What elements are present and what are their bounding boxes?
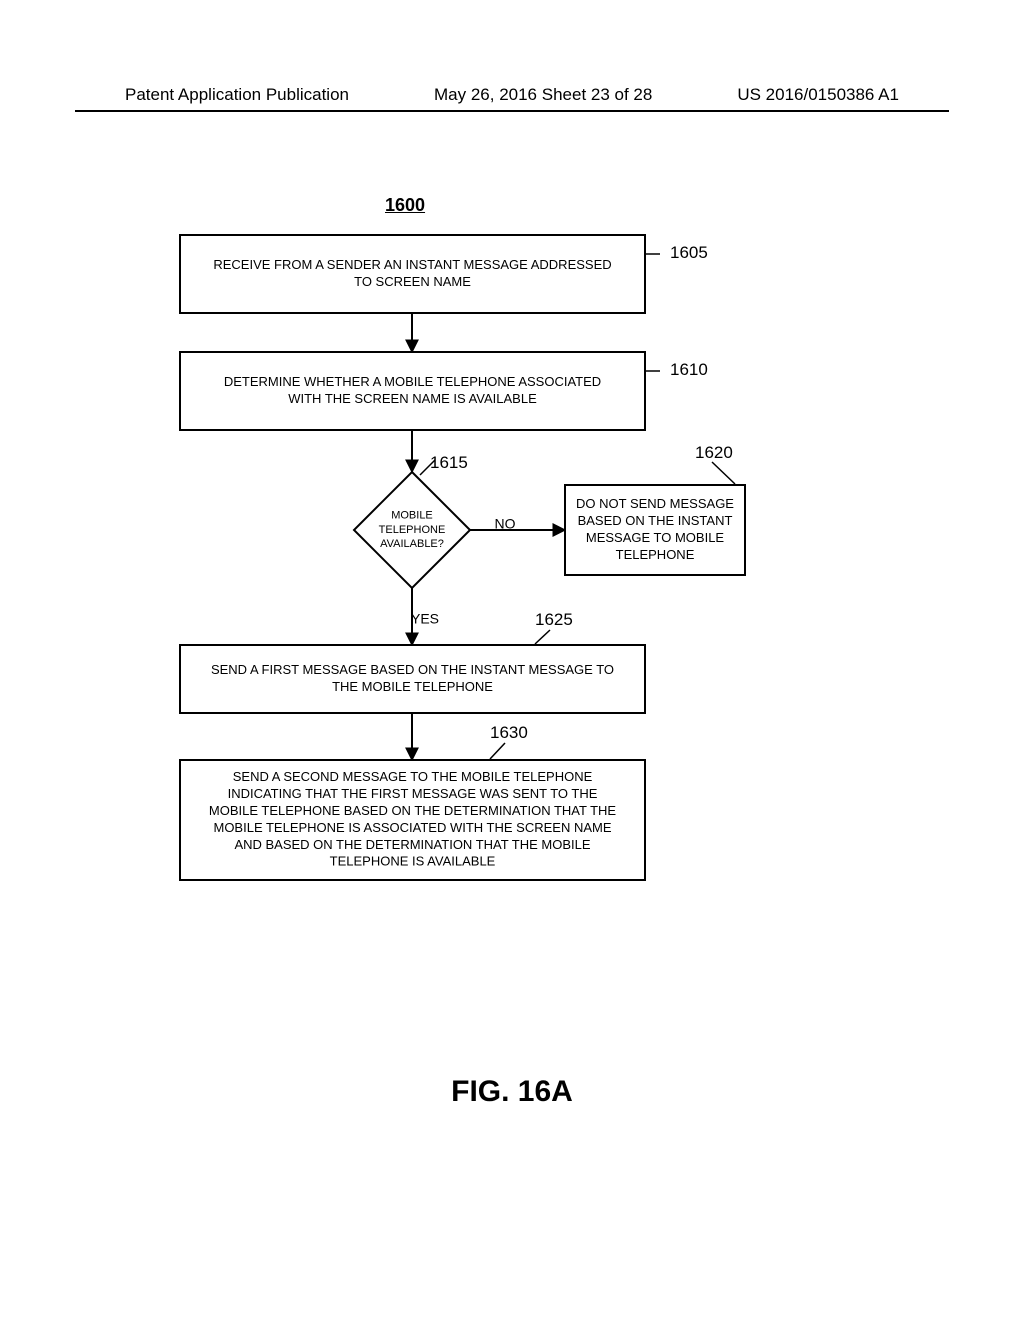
svg-text:1615: 1615 bbox=[430, 453, 468, 472]
svg-text:1625: 1625 bbox=[535, 610, 573, 629]
svg-text:SEND A FIRST MESSAGE BASED ON: SEND A FIRST MESSAGE BASED ON THE INSTAN… bbox=[211, 662, 614, 677]
svg-text:THE MOBILE TELEPHONE: THE MOBILE TELEPHONE bbox=[332, 679, 493, 694]
svg-text:1610: 1610 bbox=[670, 360, 708, 379]
svg-text:AND BASED ON THE DETERMINATION: AND BASED ON THE DETERMINATION THAT THE … bbox=[234, 837, 590, 852]
svg-text:TELEPHONE IS AVAILABLE: TELEPHONE IS AVAILABLE bbox=[330, 854, 496, 869]
svg-text:TELEPHONE: TELEPHONE bbox=[379, 524, 446, 536]
svg-text:AVAILABLE?: AVAILABLE? bbox=[380, 538, 444, 550]
svg-text:DO NOT SEND MESSAGE: DO NOT SEND MESSAGE bbox=[576, 496, 734, 511]
svg-text:1630: 1630 bbox=[490, 723, 528, 742]
svg-text:MOBILE TELEPHONE BASED ON THE: MOBILE TELEPHONE BASED ON THE DETERMINAT… bbox=[209, 803, 616, 818]
svg-text:SEND A SECOND MESSAGE TO THE M: SEND A SECOND MESSAGE TO THE MOBILE TELE… bbox=[233, 769, 593, 784]
svg-text:MESSAGE TO MOBILE: MESSAGE TO MOBILE bbox=[586, 530, 725, 545]
svg-text:TELEPHONE: TELEPHONE bbox=[616, 547, 695, 562]
svg-text:MOBILE: MOBILE bbox=[391, 510, 433, 522]
figure-label: FIG. 16A bbox=[0, 1075, 1024, 1109]
svg-text:NO: NO bbox=[495, 516, 516, 532]
svg-text:DETERMINE WHETHER A MOBILE TEL: DETERMINE WHETHER A MOBILE TELEPHONE ASS… bbox=[224, 374, 601, 389]
svg-text:BASED ON THE INSTANT: BASED ON THE INSTANT bbox=[578, 513, 733, 528]
svg-text:MOBILE TELEPHONE IS ASSOCIATED: MOBILE TELEPHONE IS ASSOCIATED WITH THE … bbox=[213, 820, 611, 835]
svg-text:WITH THE SCREEN NAME IS AVAILA: WITH THE SCREEN NAME IS AVAILABLE bbox=[288, 391, 537, 406]
page: Patent Application Publication May 26, 2… bbox=[0, 0, 1024, 1320]
svg-text:INDICATING THAT THE FIRST MESS: INDICATING THAT THE FIRST MESSAGE WAS SE… bbox=[228, 786, 598, 801]
svg-text:RECEIVE FROM A SENDER AN INSTA: RECEIVE FROM A SENDER AN INSTANT MESSAGE… bbox=[213, 257, 611, 272]
svg-text:YES: YES bbox=[411, 611, 439, 627]
flowchart: NO YES RECEIVE FROM A SENDER AN INSTANT ME… bbox=[0, 0, 1024, 1000]
svg-text:1620: 1620 bbox=[695, 443, 733, 462]
svg-text:TO SCREEN NAME: TO SCREEN NAME bbox=[354, 274, 471, 289]
svg-text:1605: 1605 bbox=[670, 243, 708, 262]
